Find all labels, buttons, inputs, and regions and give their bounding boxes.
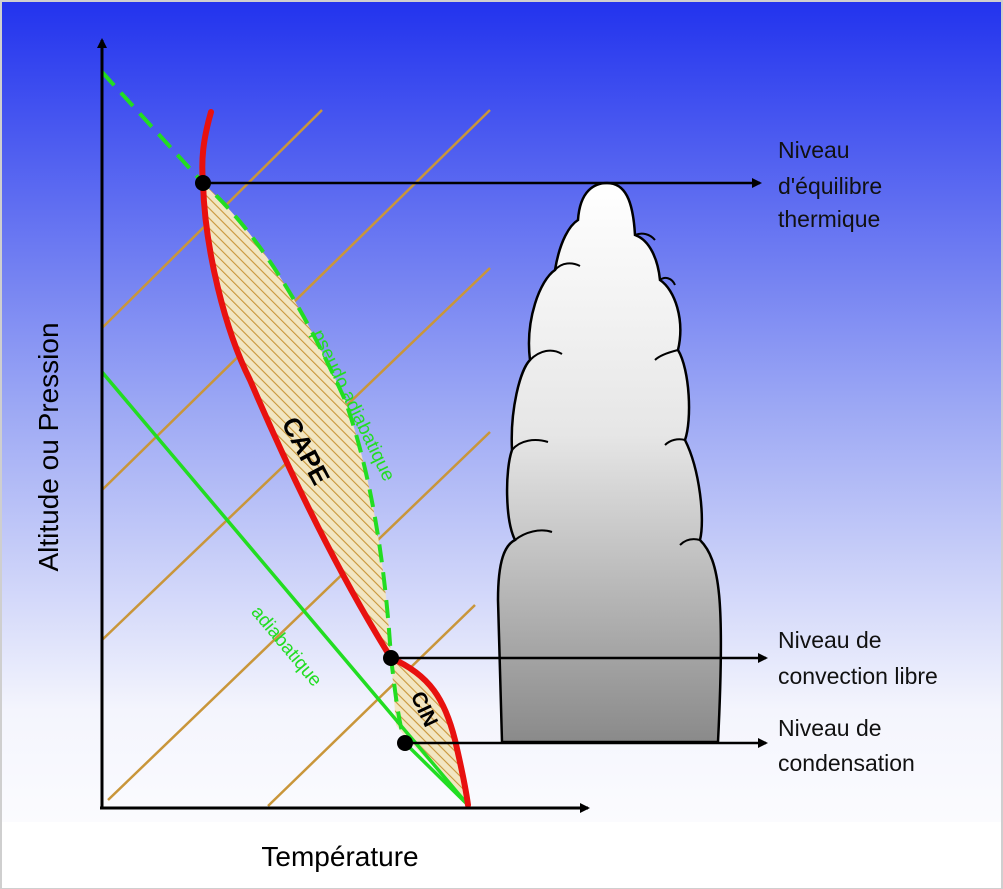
level-line: convection libre bbox=[778, 663, 938, 689]
y-axis-label: Altitude ou Pression bbox=[33, 322, 64, 571]
level-point bbox=[195, 175, 211, 191]
diagram: Altitude ou Pression Température CAPE CI… bbox=[0, 0, 1003, 889]
level-line: condensation bbox=[778, 750, 915, 776]
level-line: thermique bbox=[778, 206, 880, 232]
level-line: Niveau de bbox=[778, 715, 882, 741]
level-point bbox=[383, 650, 399, 666]
level-point bbox=[397, 735, 413, 751]
footer-band bbox=[2, 822, 1001, 888]
x-axis-label: Température bbox=[261, 841, 418, 872]
level-line: d'équilibre bbox=[778, 173, 882, 199]
level-line: Niveau de bbox=[778, 627, 882, 653]
page: {"axes": {"y_label": "Altitude ou Pressi… bbox=[0, 0, 1003, 889]
level-line: Niveau bbox=[778, 137, 850, 163]
